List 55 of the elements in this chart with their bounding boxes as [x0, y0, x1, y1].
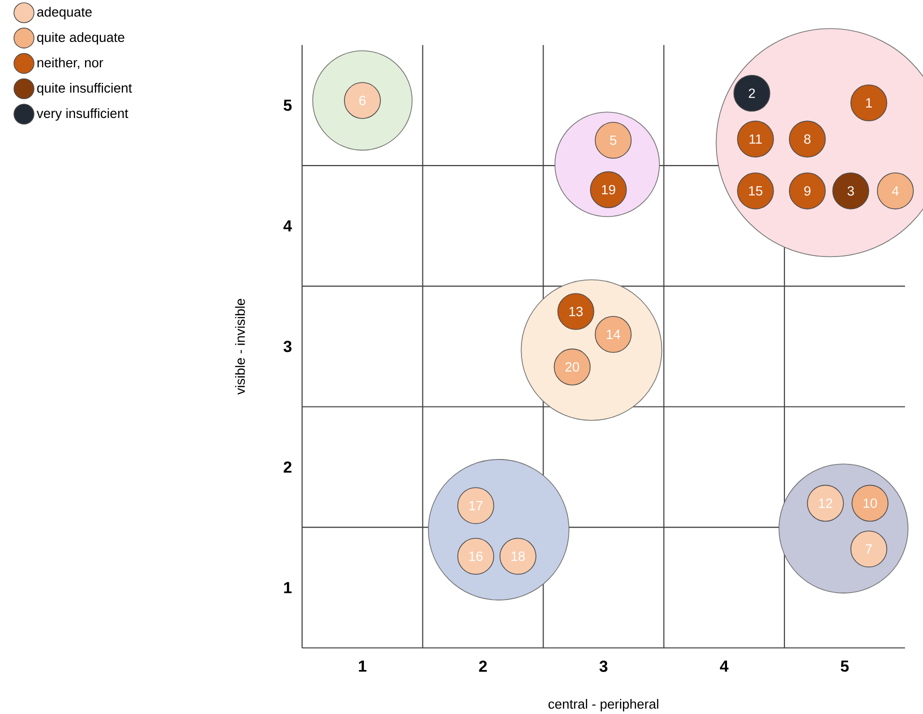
- point: [807, 485, 844, 522]
- y-tick-label: 4: [283, 220, 292, 232]
- point: [733, 75, 770, 112]
- point: [590, 172, 627, 208]
- point: [850, 530, 888, 568]
- annotation: 8: [804, 134, 810, 144]
- annotation: 9: [804, 186, 810, 196]
- annotation: 2: [748, 88, 755, 98]
- point: [500, 538, 536, 575]
- annotation: 4: [892, 186, 899, 196]
- annotation: 1: [866, 98, 872, 108]
- point: [594, 316, 632, 354]
- annotation: 6: [359, 96, 366, 106]
- annotation: 12: [819, 498, 832, 508]
- point: [457, 538, 494, 575]
- annotation: 14: [606, 330, 620, 340]
- point: [788, 120, 826, 158]
- annotation: 10: [864, 498, 877, 508]
- annotation: 3: [848, 186, 854, 196]
- y-tick-label: 3: [284, 340, 292, 352]
- legend-label: adequate: [37, 7, 92, 20]
- point: [737, 172, 774, 210]
- y-axis-title: visible - invisible: [235, 299, 245, 395]
- point: [850, 84, 888, 122]
- legend-label: quite insufficient: [37, 83, 132, 96]
- annotation: 11: [750, 134, 762, 144]
- legend-label: neither, nor: [38, 58, 104, 70]
- point: [788, 172, 826, 210]
- x-tick-label: 2: [479, 660, 487, 672]
- x-tick-label: 5: [840, 660, 849, 672]
- annotation: 15: [749, 186, 762, 196]
- x-tick-label: 3: [599, 660, 608, 672]
- annotation: 18: [512, 552, 525, 562]
- point: [557, 293, 594, 330]
- legend-label: very insufficient: [36, 108, 128, 121]
- annotation: 5: [610, 136, 616, 146]
- point: [594, 122, 632, 159]
- annotation: 13: [569, 306, 583, 316]
- point: [457, 487, 494, 524]
- x-axis-title: central - peripheral: [548, 699, 658, 712]
- x-tick-label: 1: [358, 660, 366, 672]
- annotation: 16: [469, 552, 483, 562]
- y-tick-label: 1: [284, 582, 292, 594]
- annotation: 20: [565, 362, 580, 372]
- point: [554, 348, 591, 386]
- y-tick-label: 5: [284, 100, 292, 112]
- x-tick-label: 4: [720, 660, 728, 672]
- y-tick-label: 2: [284, 462, 292, 473]
- point: [852, 485, 888, 522]
- point: [832, 172, 870, 210]
- legend-label: quite adequate: [37, 32, 124, 45]
- annotation: 17: [469, 501, 482, 510]
- annotation: 19: [602, 185, 616, 195]
- annotation: 7: [866, 544, 872, 554]
- point: [737, 120, 774, 158]
